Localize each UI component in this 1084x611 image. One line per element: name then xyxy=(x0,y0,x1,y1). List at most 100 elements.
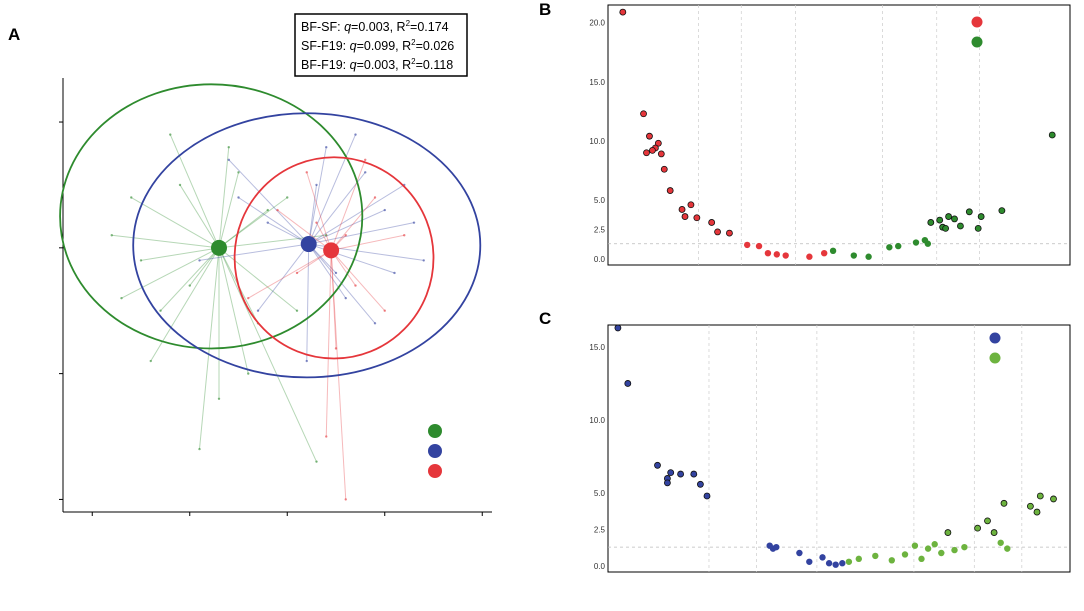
stats-pair: SF-F19: xyxy=(301,39,350,53)
sample-point-sf xyxy=(305,171,308,174)
sample-point-sf xyxy=(344,234,347,237)
metabolite-point xyxy=(951,546,958,554)
sample-point-bf xyxy=(130,196,133,199)
spoke-bf xyxy=(218,247,298,312)
spoke-bf xyxy=(131,197,220,249)
spoke-sf xyxy=(248,249,332,299)
sample-point-sf xyxy=(247,296,250,300)
sample-point-sf xyxy=(276,208,279,212)
sample-point-bf xyxy=(266,208,269,212)
sample-point-bf xyxy=(120,296,123,300)
stats-r2-sup: 2 xyxy=(406,19,411,28)
sample-point-sf xyxy=(295,271,299,275)
metabolite-point xyxy=(839,560,846,567)
metabolite-point xyxy=(928,219,934,226)
metabolite-point xyxy=(682,213,688,220)
y-tick-label: 15.0 xyxy=(589,343,605,352)
metabolite-point xyxy=(937,217,943,223)
metabolite-point xyxy=(649,147,656,153)
spoke-f19 xyxy=(308,147,327,245)
stats-pair: BF-F19: xyxy=(301,58,350,72)
spoke-sf xyxy=(330,250,337,349)
spoke-f19 xyxy=(308,243,347,299)
metabolite-point xyxy=(764,249,772,257)
stats-box xyxy=(294,13,468,77)
metabolite-point xyxy=(911,542,919,549)
metabolite-point xyxy=(704,493,710,499)
sample-point-bf xyxy=(315,460,318,463)
sample-point-f19 xyxy=(315,183,318,187)
sample-point-sf xyxy=(364,158,367,161)
metabolite-point xyxy=(931,541,938,548)
stats-r2-value: =0.026 xyxy=(416,39,455,53)
spoke-sf xyxy=(325,250,332,437)
metabolite-point xyxy=(678,471,684,477)
stats-line: BF-F19: q=0.003, R2=0.118 xyxy=(301,57,453,72)
metabolite-point xyxy=(966,209,972,215)
metabolite-point xyxy=(895,242,902,250)
metabolite-point xyxy=(825,560,833,567)
spoke-sf xyxy=(306,172,332,251)
metabolite-point xyxy=(667,187,673,194)
sample-point-bf xyxy=(217,397,221,400)
metabolite-point xyxy=(668,470,674,476)
sample-point-f19 xyxy=(412,221,416,224)
sample-point-sf xyxy=(403,234,406,237)
stats-q-value: =0.099, R xyxy=(357,39,412,53)
metabolite-point xyxy=(888,557,895,564)
sample-point-bf xyxy=(110,234,113,237)
volcano-plot-bf-vs-sf: 0.0 2.5 5.0 10.0 15.0 20.0 xyxy=(589,4,1071,266)
spoke-sf xyxy=(277,209,332,251)
metabolite-point xyxy=(806,253,813,260)
metabolite-point xyxy=(726,230,733,236)
sample-point-f19 xyxy=(373,322,377,325)
metabolite-point xyxy=(945,213,952,220)
stats-q-symbol: q xyxy=(344,20,351,34)
spoke-f19 xyxy=(308,134,356,245)
stats-q-value: =0.003, R xyxy=(351,20,406,34)
metabolite-point xyxy=(820,249,828,257)
spoke-f19 xyxy=(257,243,310,312)
metabolite-point xyxy=(901,551,909,558)
stats-r2-value: =0.174 xyxy=(410,20,449,34)
metabolite-point xyxy=(845,558,853,565)
sample-point-sf xyxy=(373,196,377,199)
legend-swatch xyxy=(989,332,1001,344)
metabolite-point xyxy=(832,561,839,568)
sample-point-f19 xyxy=(393,271,396,275)
metabolite-point xyxy=(654,462,661,468)
legend-swatch xyxy=(971,16,983,28)
stats-r2-value: =0.118 xyxy=(416,58,454,72)
sample-point-sf xyxy=(354,284,357,287)
spoke-f19 xyxy=(308,172,366,245)
sample-point-bf xyxy=(247,372,250,375)
plot-frame xyxy=(607,324,1071,573)
spoke-bf xyxy=(111,234,220,249)
stats-r2-sup: 2 xyxy=(411,38,416,47)
metabolite-point xyxy=(1001,500,1007,506)
sample-point-f19 xyxy=(256,309,260,312)
stats-pair: BF-SF: xyxy=(301,20,344,34)
sample-point-f19 xyxy=(198,259,201,262)
metabolite-point xyxy=(773,251,781,258)
metabolite-point xyxy=(850,252,858,259)
y-tick-label: 10.0 xyxy=(589,416,605,425)
metabolite-point xyxy=(945,529,951,536)
sample-point-f19 xyxy=(266,221,269,224)
centroid-sf xyxy=(323,242,340,259)
spoke-bf xyxy=(218,209,269,249)
sample-point-bf xyxy=(188,284,191,287)
legend-swatch xyxy=(971,36,983,48)
legend-swatch xyxy=(989,352,1001,364)
centroid-bf xyxy=(211,239,227,256)
volcano-plot-bf-vs-f19: 0.0 2.5 5.0 10.0 15.0 xyxy=(589,324,1071,573)
sample-point-f19 xyxy=(383,208,386,212)
metabolite-point xyxy=(661,166,667,172)
metabolite-point xyxy=(646,133,653,139)
sample-point-bf xyxy=(169,133,172,136)
spoke-f19 xyxy=(199,243,309,261)
y-tick-label: 20.0 xyxy=(589,19,605,28)
metabolite-point xyxy=(796,549,803,557)
stats-line: SF-F19: q=0.099, R2=0.026 xyxy=(301,38,454,53)
